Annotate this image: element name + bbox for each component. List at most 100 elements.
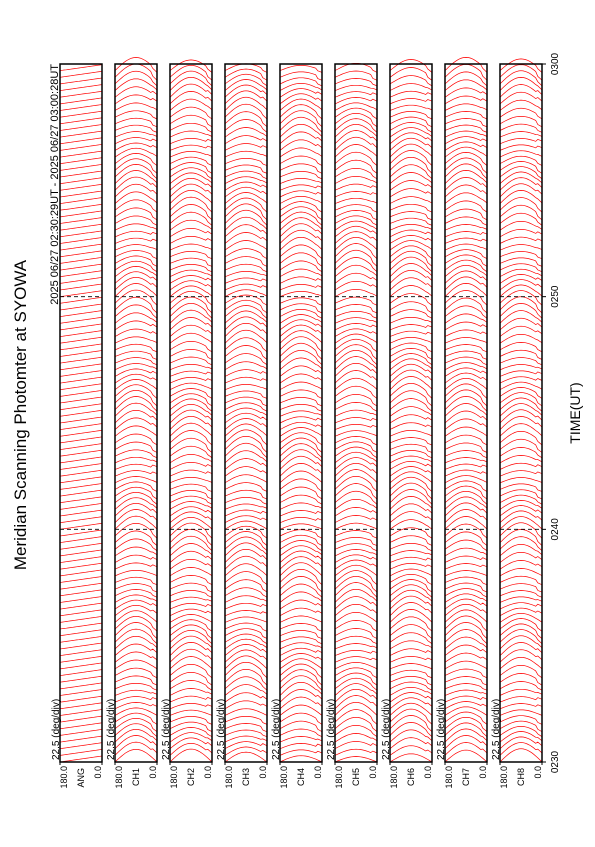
panel-scale: 22.5 (deg/div) xyxy=(326,699,337,760)
scan-trace xyxy=(279,314,323,324)
scan-trace xyxy=(59,636,103,643)
scan-trace xyxy=(169,550,213,563)
scan-trace xyxy=(169,302,213,319)
scan-trace xyxy=(114,667,158,679)
scan-trace xyxy=(59,396,103,404)
scan-trace xyxy=(499,409,543,424)
y-tick-label: 180.0 xyxy=(389,766,399,789)
scan-trace xyxy=(59,622,103,630)
scan-trace xyxy=(279,357,323,371)
scan-trace xyxy=(59,330,103,337)
scan-trace xyxy=(114,515,158,530)
scan-trace xyxy=(169,535,213,552)
scan-trace xyxy=(499,720,543,733)
scan-trace xyxy=(389,632,433,645)
scan-trace xyxy=(389,722,433,737)
scan-trace xyxy=(59,97,103,105)
scan-trace xyxy=(389,172,433,184)
scan-trace xyxy=(169,642,213,656)
scan-trace xyxy=(59,70,103,78)
scan-trace xyxy=(224,579,268,593)
scan-trace xyxy=(334,475,378,492)
scan-trace xyxy=(169,285,213,297)
scan-trace xyxy=(444,136,488,145)
scan-trace xyxy=(279,432,323,446)
scan-trace xyxy=(444,259,488,273)
scan-trace xyxy=(114,357,158,366)
scan-trace xyxy=(224,746,268,756)
scan-trace xyxy=(389,584,433,598)
scan-trace xyxy=(114,425,158,437)
scan-trace xyxy=(389,398,433,412)
scan-trace xyxy=(444,130,488,138)
scan-trace xyxy=(334,564,378,577)
scan-trace xyxy=(59,237,103,244)
scan-trace xyxy=(169,495,213,505)
scan-trace xyxy=(59,675,103,683)
scan-trace xyxy=(224,661,268,679)
scan-trace xyxy=(444,450,488,459)
scan-trace xyxy=(279,636,323,645)
scan-trace xyxy=(499,310,543,324)
scan-trace xyxy=(169,376,213,384)
scan-trace xyxy=(169,137,213,145)
scan-trace xyxy=(334,288,378,298)
scan-trace xyxy=(389,753,433,763)
scan-trace xyxy=(224,283,268,291)
scan-trace xyxy=(334,333,378,344)
scan-trace xyxy=(224,628,268,639)
scan-traces xyxy=(169,59,213,763)
scan-trace xyxy=(444,276,488,291)
scan-trace xyxy=(334,596,378,610)
scan-trace xyxy=(59,90,103,98)
scan-trace xyxy=(499,731,543,743)
scan-trace xyxy=(169,422,213,437)
scan-trace xyxy=(224,181,268,191)
scan-trace xyxy=(499,107,543,120)
scan-trace xyxy=(169,172,213,184)
scan-trace xyxy=(444,231,488,238)
scan-trace xyxy=(499,623,543,639)
scan-trace xyxy=(169,602,213,610)
scan-trace xyxy=(59,609,103,617)
scan-trace xyxy=(114,530,158,546)
scan-trace xyxy=(334,733,378,743)
scan-trace xyxy=(59,423,103,430)
scan-trace xyxy=(389,363,433,377)
scan-trace xyxy=(444,588,488,598)
scan-trace xyxy=(224,170,268,180)
scan-trace xyxy=(389,568,433,577)
scan-trace xyxy=(59,370,103,377)
scan-trace xyxy=(169,275,213,284)
scan-trace xyxy=(444,502,488,517)
scan-trace xyxy=(499,522,543,539)
scan-trace xyxy=(59,257,103,264)
scan-trace xyxy=(499,438,543,453)
scan-trace xyxy=(59,110,103,118)
scan-trace xyxy=(279,449,323,464)
scan-trace xyxy=(169,558,213,570)
scan-trace xyxy=(389,330,433,337)
scan-trace xyxy=(224,655,268,670)
scan-trace xyxy=(169,189,213,204)
scan-trace xyxy=(224,525,268,539)
scan-trace xyxy=(114,124,158,133)
scan-trace xyxy=(279,696,323,710)
scan-trace xyxy=(444,224,488,231)
scan-trace xyxy=(224,256,268,267)
scan-trace xyxy=(389,309,433,319)
scan-trace xyxy=(169,489,213,500)
scan-trace xyxy=(444,463,488,470)
scan-trace xyxy=(499,357,543,366)
scan-trace xyxy=(224,402,268,412)
scan-trace xyxy=(224,353,268,366)
scan-trace xyxy=(114,368,158,377)
scan-trace xyxy=(279,540,323,552)
scan-trace xyxy=(279,88,323,98)
scan-trace xyxy=(389,353,433,366)
scan-trace xyxy=(444,403,488,417)
y-tick-label: 0.0 xyxy=(478,766,488,779)
scan-trace xyxy=(169,177,213,191)
scan-trace xyxy=(334,197,378,204)
